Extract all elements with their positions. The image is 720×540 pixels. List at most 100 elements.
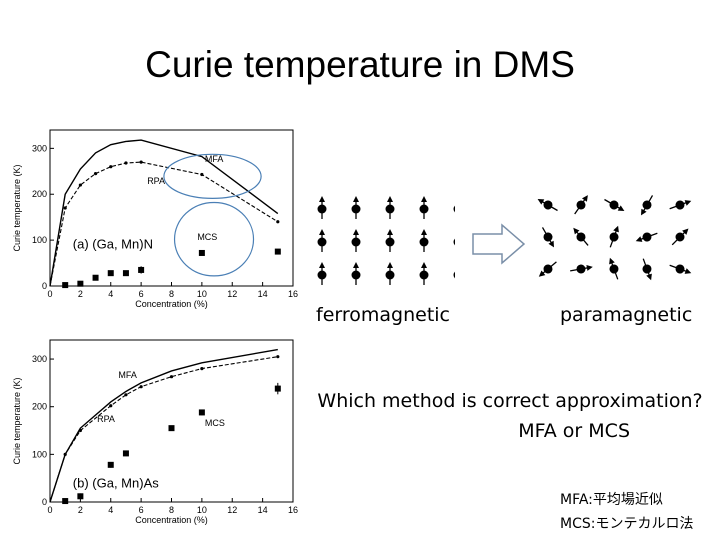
mcs-point-3 bbox=[122, 450, 129, 457]
rpa-marker-2 bbox=[78, 428, 82, 433]
paramagnetic-label: paramagnetic bbox=[560, 304, 693, 326]
panel-label: (a) (Ga, Mn)N bbox=[73, 236, 153, 251]
spin-up-0-0 bbox=[317, 196, 327, 219]
y-axis-label: Curie temperature (K) bbox=[12, 377, 22, 464]
y-tick-label-2: 200 bbox=[32, 189, 47, 199]
x-axis-label: Concentration (%) bbox=[135, 299, 208, 309]
spin-up-2-4 bbox=[453, 271, 455, 279]
x-tick-label-8: 16 bbox=[288, 289, 298, 299]
mcs-point-3 bbox=[107, 270, 114, 277]
rpa-marker-7 bbox=[200, 366, 204, 371]
rpa-marker-3 bbox=[109, 404, 113, 408]
x-tick-label-0: 0 bbox=[47, 289, 52, 299]
chart-ga-mn-n: 0 2 4 6 8 10 12 14 16 0 100 200 300 Concentration (%)… bbox=[12, 129, 298, 309]
spin-random-0-1 bbox=[574, 195, 588, 215]
rpa-marker-2 bbox=[78, 183, 82, 187]
mcs-point-7 bbox=[274, 248, 281, 255]
spin-random-2-1 bbox=[570, 264, 593, 274]
mcs-point-4 bbox=[122, 270, 129, 277]
mcs-point-1 bbox=[77, 280, 84, 287]
spin-up-2-1 bbox=[351, 262, 361, 285]
rpa-marker-6 bbox=[169, 375, 174, 379]
x-tick-label-2: 4 bbox=[108, 505, 113, 515]
mcs-point-1 bbox=[77, 493, 84, 500]
rpa-marker-1 bbox=[63, 452, 67, 456]
rpa-marker-6 bbox=[139, 160, 143, 164]
x-tick-label-3: 6 bbox=[139, 289, 144, 299]
mcs-point-0 bbox=[62, 282, 69, 289]
spin-random-1-3 bbox=[635, 232, 658, 242]
rpa-marker-8 bbox=[276, 220, 280, 224]
spin-random-0-0 bbox=[537, 199, 558, 212]
x-tick-label-7: 14 bbox=[258, 289, 268, 299]
question-line-1: Which method is correct approximation? bbox=[317, 390, 703, 412]
x-tick-label-2: 4 bbox=[108, 289, 113, 299]
spin-random-1-0 bbox=[541, 227, 554, 248]
rpa-marker-1 bbox=[63, 206, 67, 210]
rpa-marker-7 bbox=[200, 172, 204, 177]
spin-up-0-3 bbox=[419, 196, 429, 219]
x-tick-label-6: 12 bbox=[227, 289, 237, 299]
spin-up-0-2 bbox=[385, 196, 395, 219]
ferro-spin-up-arrows-icon bbox=[317, 196, 455, 285]
question-text: Which method is correct approximation? M… bbox=[305, 386, 715, 446]
highlight-ellipse-mcs bbox=[173, 201, 255, 277]
x-tick-label-3: 6 bbox=[139, 505, 144, 515]
mcs-point-5 bbox=[138, 266, 145, 273]
spin-random-2-4 bbox=[669, 264, 692, 274]
spin-random-2-3 bbox=[642, 258, 652, 281]
x-axis-label: Concentration (%) bbox=[135, 515, 208, 525]
annotation-mfa: MFA bbox=[205, 154, 224, 164]
mfa-line bbox=[49, 139, 279, 287]
mcs-point-4 bbox=[168, 425, 175, 432]
ferromagnetic-label: ferromagnetic bbox=[316, 304, 450, 326]
x-tick-label-1: 2 bbox=[78, 505, 83, 515]
y-tick-label-3: 300 bbox=[32, 143, 47, 153]
mcs-point-6 bbox=[274, 385, 281, 392]
spin-up-1-1 bbox=[351, 229, 361, 252]
mcs-point-0 bbox=[62, 498, 69, 505]
x-tick-label-7: 14 bbox=[258, 505, 268, 515]
y-tick-label-3: 300 bbox=[32, 354, 47, 364]
spin-up-1-2 bbox=[385, 229, 395, 252]
x-tick-label-4: 8 bbox=[169, 289, 174, 299]
rpa-marker-8 bbox=[276, 355, 280, 359]
spin-random-0-2 bbox=[604, 198, 625, 211]
spin-random-2-2 bbox=[609, 257, 619, 280]
slide-title: Curie temperature in DMS bbox=[145, 44, 575, 85]
para-random-spin-arrows-icon bbox=[537, 195, 692, 281]
spin-random-1-4 bbox=[671, 228, 689, 246]
spin-up-1-0 bbox=[317, 229, 327, 252]
x-tick-label-5: 10 bbox=[197, 289, 207, 299]
spin-random-0-4 bbox=[669, 200, 692, 210]
mcs-point-2 bbox=[107, 461, 114, 468]
hollow-right-arrow-icon bbox=[472, 223, 526, 265]
x-tick-label-8: 16 bbox=[288, 505, 298, 515]
spin-up-2-2 bbox=[385, 262, 395, 285]
spin-random-0-3 bbox=[641, 195, 654, 216]
note-mcs: MCS:モンテカルロ法 bbox=[560, 516, 694, 532]
spin-random-1-2 bbox=[609, 225, 619, 248]
chart-ga-mn-as: 0 2 4 6 8 10 12 14 16 0 100 200 300 Concentration (%)… bbox=[12, 339, 298, 525]
y-axis-label: Curie temperature (K) bbox=[12, 164, 22, 251]
x-tick-label-6: 12 bbox=[227, 505, 237, 515]
annotation-rpa: RPA bbox=[147, 176, 165, 186]
y-tick-label-2: 200 bbox=[32, 402, 47, 412]
mcs-point-6 bbox=[198, 249, 205, 256]
rpa-marker-5 bbox=[139, 385, 143, 389]
question-line-2: MFA or MCS bbox=[518, 420, 630, 442]
spin-random-2-0 bbox=[538, 261, 557, 277]
spin-random-1-1 bbox=[573, 227, 589, 246]
annotation-mfa: MFA bbox=[118, 370, 137, 380]
mcs-point-5 bbox=[198, 409, 205, 416]
annotation-mcs: MCS bbox=[197, 232, 217, 242]
plot-frame bbox=[49, 129, 294, 287]
y-tick-label-1: 100 bbox=[32, 235, 47, 245]
rpa-marker-5 bbox=[124, 161, 128, 165]
x-tick-label-0: 0 bbox=[47, 505, 52, 515]
annotation-mcs: MCS bbox=[205, 418, 225, 428]
rpa-marker-4 bbox=[109, 165, 113, 169]
y-tick-label-1: 100 bbox=[32, 449, 47, 459]
rpa-marker-3 bbox=[93, 171, 98, 176]
y-tick-label-0: 0 bbox=[42, 281, 47, 291]
